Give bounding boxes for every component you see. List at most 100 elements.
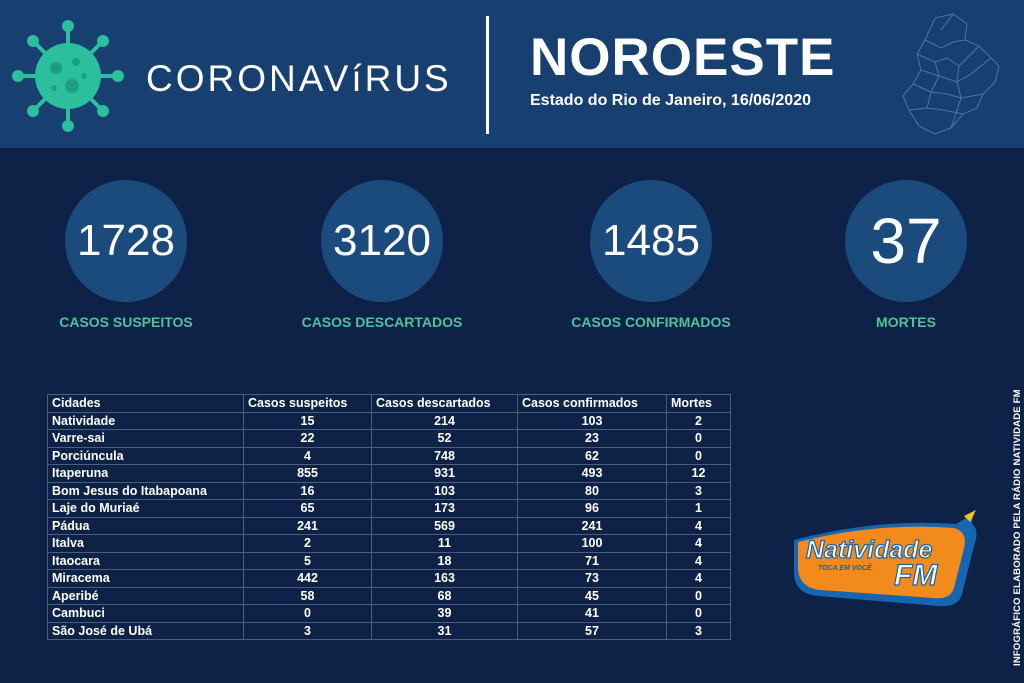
value-cell: 5: [243, 551, 372, 570]
value-cell: 15: [243, 411, 372, 430]
table-row: Natividade 15 214 103 2: [47, 411, 731, 430]
brand-title: CORONAVíRUS: [146, 58, 452, 99]
value-cell: 65: [243, 499, 372, 518]
value-cell: 163: [371, 569, 518, 588]
value-cell: 1: [666, 499, 731, 518]
value-cell: 73: [517, 569, 667, 588]
value-cell: 442: [243, 569, 372, 588]
value-cell: 100: [517, 534, 667, 553]
table-row: São José de Ubá 3 31 57 3: [47, 621, 731, 640]
value-cell: 241: [517, 516, 667, 535]
value-cell: 12: [666, 464, 731, 483]
city-cell: Itaocara: [47, 551, 244, 570]
value-cell: 11: [371, 534, 518, 553]
table-row: Bom Jesus do Itabapoana 16 103 80 3: [47, 481, 731, 500]
value-cell: 4: [666, 551, 731, 570]
value-cell: 103: [371, 481, 518, 500]
value-cell: 3: [243, 621, 372, 640]
stat-deaths-value: 37: [845, 180, 967, 302]
header-cell: Casos confirmados: [517, 394, 667, 413]
table-row: Aperibé 58 68 45 0: [47, 586, 731, 605]
header-cell: Mortes: [666, 394, 731, 413]
value-cell: 16: [243, 481, 372, 500]
value-cell: 22: [243, 429, 372, 448]
value-cell: 569: [371, 516, 518, 535]
value-cell: 41: [517, 604, 667, 623]
table-row: Laje do Muriaé 65 173 96 1: [47, 499, 731, 518]
value-cell: 62: [517, 446, 667, 465]
stat-discarded: 3120 CASOS DESCARTADOS: [262, 180, 502, 330]
stat-confirmed-value: 1485: [590, 180, 712, 302]
value-cell: 493: [517, 464, 667, 483]
value-cell: 31: [371, 621, 518, 640]
header-cell: Casos suspeitos: [243, 394, 372, 413]
value-cell: 23: [517, 429, 667, 448]
value-cell: 45: [517, 586, 667, 605]
value-cell: 0: [243, 604, 372, 623]
stat-suspected-value: 1728: [65, 180, 187, 302]
header-divider: [486, 16, 489, 134]
value-cell: 0: [666, 586, 731, 605]
table-row: Pádua 241 569 241 4: [47, 516, 731, 535]
value-cell: 58: [243, 586, 372, 605]
table-row: Miracema 442 163 73 4: [47, 569, 731, 588]
region-subtitle: Estado do Rio de Janeiro, 16/06/2020: [530, 92, 811, 109]
value-cell: 748: [371, 446, 518, 465]
value-cell: 855: [243, 464, 372, 483]
cities-table: Cidades Casos suspeitos Casos descartado…: [47, 394, 731, 640]
value-cell: 96: [517, 499, 667, 518]
value-cell: 4: [666, 569, 731, 588]
table-row: Itaocara 5 18 71 4: [47, 551, 731, 570]
header-cell: Casos descartados: [371, 394, 518, 413]
value-cell: 931: [371, 464, 518, 483]
value-cell: 0: [666, 429, 731, 448]
stat-deaths-label: MORTES: [876, 314, 936, 330]
value-cell: 3: [666, 621, 731, 640]
header-banner: CORONAVíRUS NOROESTE Estado do Rio de Ja…: [0, 0, 1024, 148]
city-cell: Laje do Muriaé: [47, 499, 244, 518]
stat-suspected: 1728 CASOS SUSPEITOS: [6, 180, 246, 330]
city-cell: Itaperuna: [47, 464, 244, 483]
stat-deaths: 37 MORTES: [786, 180, 1024, 330]
table-header-row: Cidades Casos suspeitos Casos descartado…: [47, 394, 731, 413]
city-cell: Aperibé: [47, 586, 244, 605]
natividade-fm-logo: Natividade TOCA EM VOCÊ FM: [794, 510, 977, 607]
value-cell: 52: [371, 429, 518, 448]
value-cell: 3: [666, 481, 731, 500]
stat-discarded-label: CASOS DESCARTADOS: [301, 314, 463, 330]
value-cell: 68: [371, 586, 518, 605]
city-cell: Porciúncula: [47, 446, 244, 465]
value-cell: 80: [517, 481, 667, 500]
value-cell: 39: [371, 604, 518, 623]
city-cell: São José de Ubá: [47, 621, 244, 640]
city-cell: Miracema: [47, 569, 244, 588]
city-cell: Varre-sai: [47, 429, 244, 448]
header-cell: Cidades: [47, 394, 244, 413]
value-cell: 2: [666, 411, 731, 430]
region-title: NOROESTE: [530, 28, 836, 87]
stat-confirmed-label: CASOS CONFIRMADOS: [571, 314, 731, 330]
region-map-icon: [902, 13, 1000, 135]
credit-text: INFOGRÁFICO ELABORADO PELA RÁDIO NATIVID…: [1012, 389, 1023, 666]
logo-name-text: Natividade: [806, 536, 933, 564]
coronavirus-icon: [12, 20, 124, 132]
city-cell: Natividade: [47, 411, 244, 430]
value-cell: 214: [371, 411, 518, 430]
table-row: Porciúncula 4 748 62 0: [47, 446, 731, 465]
value-cell: 4: [666, 516, 731, 535]
table-row: Italva 2 11 100 4: [47, 534, 731, 553]
city-cell: Italva: [47, 534, 244, 553]
city-cell: Cambuci: [47, 604, 244, 623]
city-cell: Pádua: [47, 516, 244, 535]
value-cell: 0: [666, 446, 731, 465]
value-cell: 2: [243, 534, 372, 553]
value-cell: 18: [371, 551, 518, 570]
value-cell: 4: [666, 534, 731, 553]
value-cell: 173: [371, 499, 518, 518]
stat-confirmed: 1485 CASOS CONFIRMADOS: [531, 180, 771, 330]
logo-fm-text: FM: [894, 559, 938, 592]
value-cell: 4: [243, 446, 372, 465]
value-cell: 0: [666, 604, 731, 623]
stat-discarded-value: 3120: [321, 180, 443, 302]
value-cell: 71: [517, 551, 667, 570]
